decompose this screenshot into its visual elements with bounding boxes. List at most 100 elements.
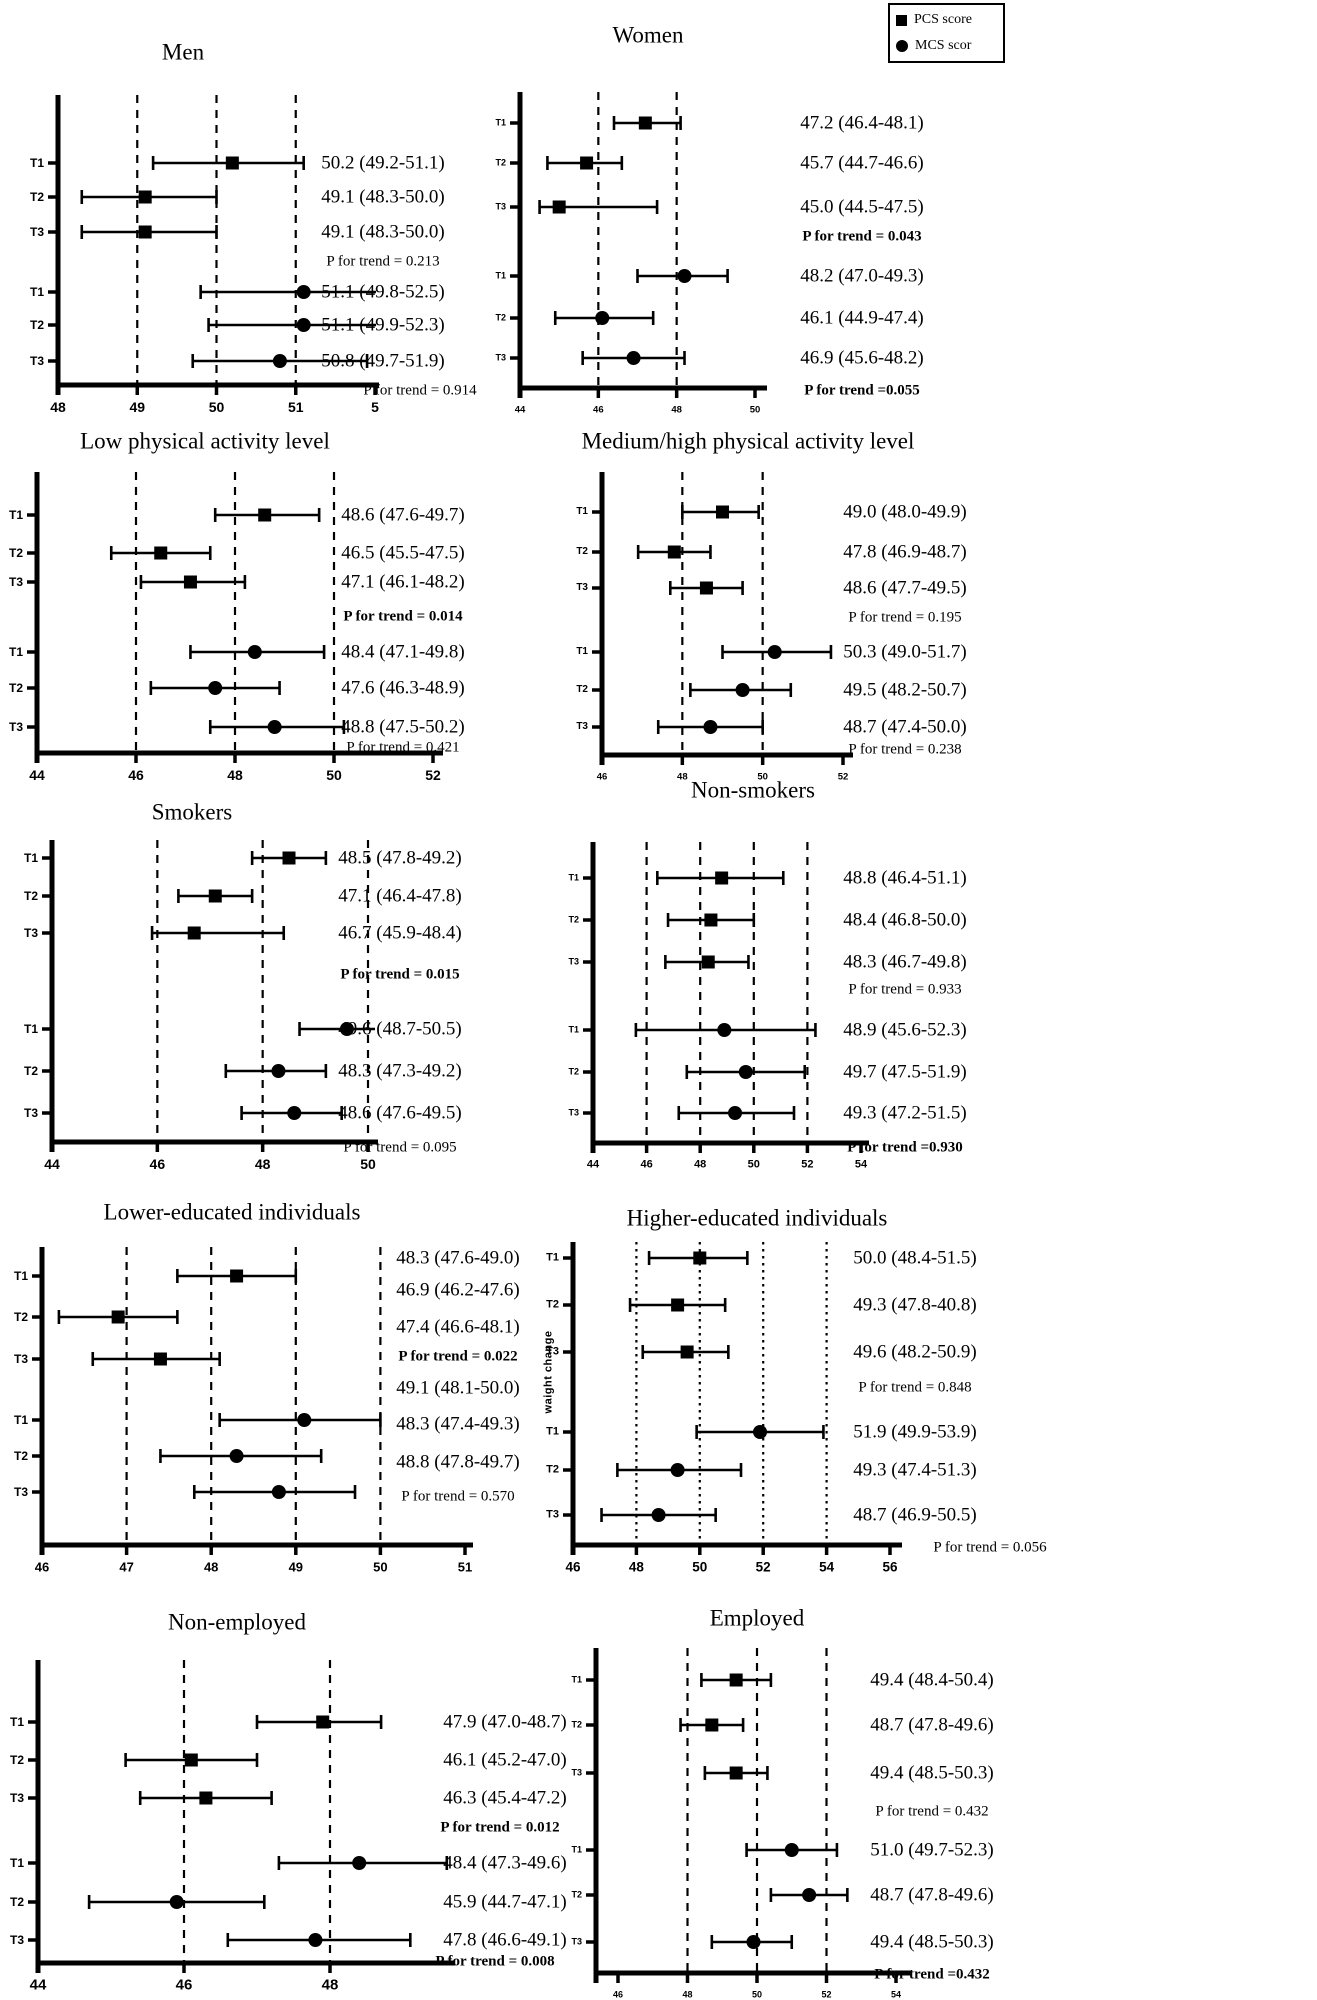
- p-trend-label: P for trend =0.055: [804, 382, 920, 399]
- mcs-marker: [753, 1425, 768, 1439]
- x-tick-label: 46: [565, 1559, 581, 1575]
- value-label: 46.7 (45.9-48.4): [338, 922, 462, 944]
- x-tick-label: 46: [593, 404, 604, 416]
- panel-title: Men: [161, 39, 205, 65]
- row-label: T1: [29, 285, 44, 299]
- mcs-marker: [272, 354, 287, 368]
- row-label: T2: [495, 157, 506, 168]
- pcs-marker: [154, 546, 168, 560]
- row-label: T1: [13, 1413, 28, 1427]
- mcs-marker: [767, 645, 782, 659]
- value-label: 48.7 (47.8-49.6): [870, 1714, 994, 1736]
- value-label: 48.7 (47.4-50.0): [843, 716, 967, 738]
- x-tick-label: 50: [326, 767, 342, 783]
- value-label: 50.3 (49.0-51.7): [843, 641, 967, 663]
- value-label: 48.6 (47.7-49.5): [843, 577, 967, 599]
- x-tick-label: 48: [254, 1156, 271, 1172]
- x-tick-label: 46: [640, 1158, 653, 1171]
- row-label: T2: [29, 190, 44, 204]
- value-label: 48.4 (47.3-49.6): [443, 1852, 567, 1874]
- x-tick-label: 50: [747, 1158, 760, 1171]
- pcs-marker: [716, 505, 729, 519]
- mcs-marker: [308, 1933, 323, 1947]
- mcs-marker: [651, 1508, 666, 1522]
- x-tick-label: 52: [755, 1559, 771, 1575]
- mcs-marker: [247, 645, 262, 659]
- mcs-marker: [735, 683, 750, 697]
- row-label: T3: [13, 1352, 28, 1366]
- row-label: T3: [23, 1106, 38, 1120]
- x-tick-label: 50: [749, 404, 761, 416]
- value-label: 48.8 (46.4-51.1): [843, 867, 967, 889]
- p-trend-label: P for trend = 0.095: [343, 1139, 457, 1156]
- x-tick-label: 44: [586, 1158, 600, 1171]
- row-label: T3: [9, 1933, 24, 1947]
- value-label: 47.1 (46.1-48.2): [341, 571, 465, 593]
- legend-item-mcs: MCS scor: [896, 38, 997, 54]
- p-trend-label: P for trend = 0.421: [346, 739, 460, 756]
- value-label: 47.9 (47.0-48.7): [443, 1711, 567, 1733]
- x-tick-label: 48: [203, 1559, 219, 1575]
- row-label: T3: [576, 721, 588, 732]
- row-label: T1: [576, 506, 588, 517]
- row-label: T3: [571, 1767, 582, 1778]
- row-label: T2: [23, 1064, 38, 1078]
- x-tick-label: 48: [677, 771, 688, 783]
- value-label: 48.9 (45.6-52.3): [843, 1019, 967, 1041]
- p-trend-label: P for trend = 0.914: [363, 382, 477, 399]
- row-label: T1: [29, 156, 44, 170]
- mcs-marker: [339, 1022, 354, 1036]
- x-tick-label: 50: [757, 771, 768, 783]
- x-tick-label: 46: [175, 1976, 193, 1994]
- panel-title: Smokers: [151, 799, 233, 825]
- mcs-marker: [784, 1843, 799, 1857]
- p-trend-label: P for trend = 0.056: [933, 1539, 1047, 1556]
- x-tick-label: 46: [34, 1559, 50, 1575]
- row-label: T2: [9, 1895, 24, 1909]
- row-label: T1: [9, 1715, 24, 1729]
- panel-title: Non-smokers: [691, 777, 815, 803]
- value-label: 48.2 (47.0-49.3): [800, 265, 924, 287]
- pcs-marker: [580, 156, 594, 170]
- x-tick-label: 46: [612, 1989, 624, 2000]
- x-tick-label: 54: [854, 1158, 868, 1171]
- pcs-marker: [699, 581, 713, 595]
- mcs-marker: [296, 285, 311, 299]
- row-label: T3: [8, 720, 23, 734]
- p-trend-label: P for trend = 0.012: [440, 1819, 560, 1836]
- value-label: 49.1 (48.3-50.0): [321, 186, 445, 208]
- pcs-marker: [693, 1251, 707, 1265]
- pcs-marker: [638, 116, 652, 130]
- p-trend-label: P for trend = 0.014: [343, 608, 463, 625]
- row-label: T1: [576, 646, 588, 657]
- pcs-marker: [230, 1269, 244, 1283]
- value-label: 48.8 (47.5-50.2): [341, 716, 465, 738]
- row-label: T1: [571, 1844, 582, 1855]
- pcs-square-icon: [896, 14, 907, 26]
- p-trend-label: P for trend = 0.195: [848, 609, 962, 626]
- legend: PCS score MCS scor: [888, 3, 1005, 63]
- row-label: T1: [8, 645, 23, 659]
- pcs-marker: [316, 1715, 330, 1729]
- mcs-marker: [267, 720, 282, 734]
- value-label: 48.4 (46.8-50.0): [843, 909, 967, 931]
- x-tick-label: 54: [890, 1989, 902, 2000]
- value-label: 49.6 (48.7-50.5): [338, 1018, 462, 1040]
- panel-title: Medium/high physical activity level: [581, 428, 915, 454]
- legend-label-pcs: PCS score: [914, 12, 972, 27]
- mcs-marker: [229, 1449, 244, 1463]
- p-trend-label: P for trend = 0.848: [858, 1379, 972, 1396]
- y-axis-label: waight change: [542, 1330, 555, 1414]
- pcs-marker: [187, 926, 201, 940]
- x-tick-label: 46: [596, 771, 608, 783]
- mcs-marker: [703, 720, 718, 734]
- row-label: T3: [495, 352, 506, 363]
- p-trend-label: P for trend =0.930: [847, 1139, 963, 1156]
- value-label: 47.4 (46.6-48.1): [396, 1316, 520, 1338]
- value-label: 48.8 (47.8-49.7): [396, 1451, 520, 1473]
- mcs-marker: [352, 1856, 367, 1870]
- row-label: T1: [546, 1251, 559, 1264]
- row-label: T3: [9, 1791, 24, 1805]
- value-label: 49.4 (48.5-50.3): [870, 1762, 994, 1784]
